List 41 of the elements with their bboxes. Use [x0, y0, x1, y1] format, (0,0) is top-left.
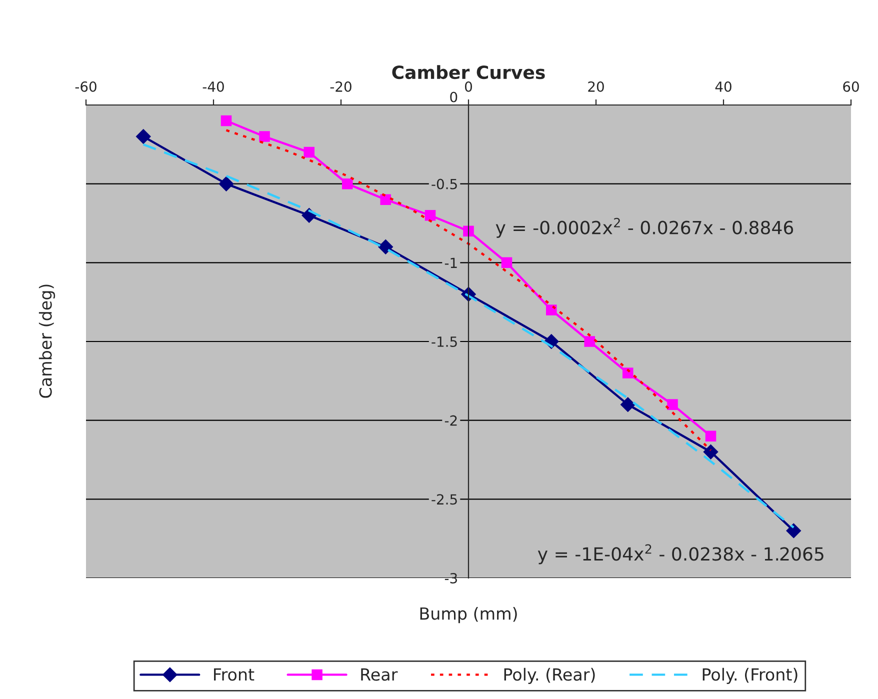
x-tick-label: -40 [202, 81, 224, 92]
y-tick-label: -2 [444, 415, 457, 426]
y-tick-label: 0 [450, 92, 458, 102]
legend-label: Poly. (Front) [702, 668, 798, 684]
point [218, 176, 234, 192]
point [378, 240, 394, 254]
legend-label: Front [214, 668, 254, 681]
x-tick-label: 40 [715, 81, 732, 92]
x-axis-title: Bump (mm) [420, 606, 517, 624]
point [501, 257, 512, 268]
y-tick-label: -1 [444, 258, 457, 268]
point [220, 115, 232, 126]
point [136, 129, 151, 144]
y-axis-title: Camber (deg) [38, 284, 56, 398]
x-tick-label: -20 [330, 81, 352, 92]
chart-title: Camber Curves [392, 65, 545, 80]
point [463, 226, 474, 237]
point [259, 131, 270, 142]
x-tick-label: 0 [464, 81, 472, 92]
point [584, 336, 596, 347]
legend-label: Poly. (Rear) [504, 668, 595, 684]
point [705, 430, 716, 442]
x-tick-label: -60 [75, 81, 96, 92]
y-tick-label: -0.5 [432, 178, 457, 190]
point [380, 194, 392, 205]
y-tick-label: -1.5 [432, 336, 457, 347]
point [620, 397, 636, 412]
point [424, 210, 436, 221]
point [546, 304, 557, 316]
point [786, 523, 802, 538]
annotation: y = -0.0002x$^{2}$ - 0.0267x - 0.8846 [496, 218, 794, 238]
x-tick-label: 20 [588, 81, 604, 92]
point [304, 146, 315, 158]
y-tick-label: -2.5 [432, 494, 457, 505]
point [703, 444, 718, 460]
x-tick-label: 60 [843, 81, 859, 92]
point [667, 399, 678, 410]
annotation: y = -1E-04x$^{2}$ - 0.0238x - 1.2065 [538, 544, 824, 564]
point [342, 178, 353, 190]
legend-label: Rear [361, 668, 398, 681]
point [622, 368, 634, 378]
